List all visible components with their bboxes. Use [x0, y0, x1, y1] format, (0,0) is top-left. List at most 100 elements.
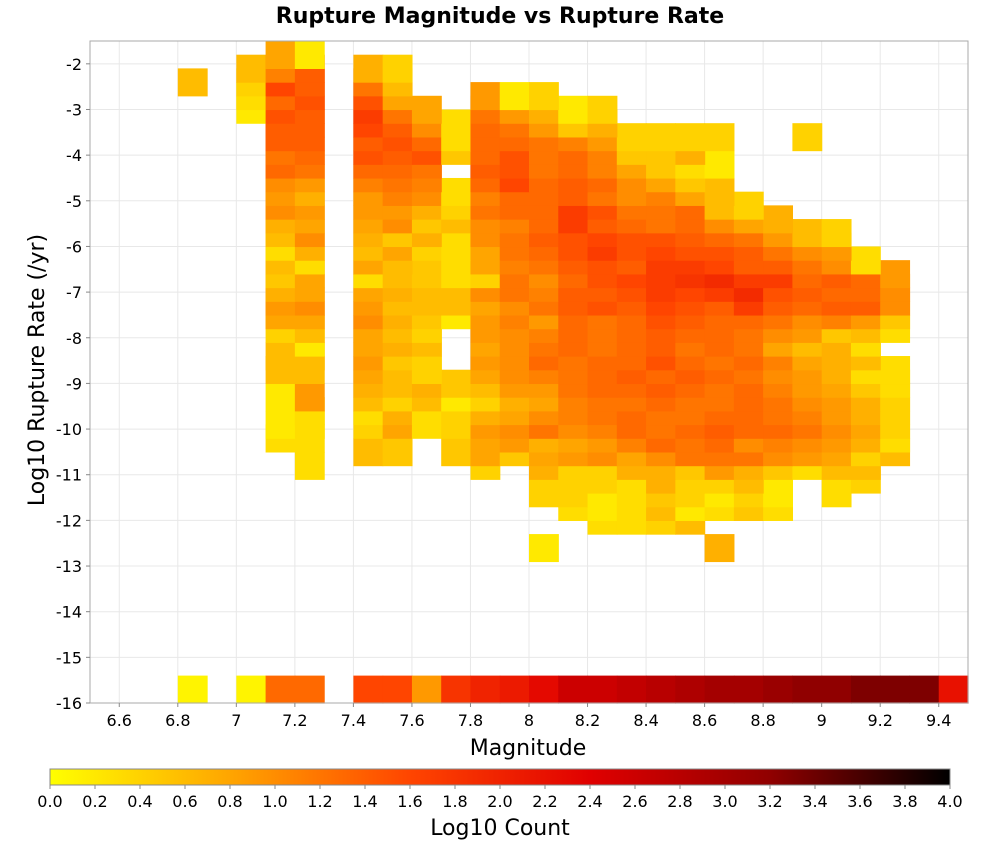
colorbar-tick-label: 1.2	[307, 792, 332, 811]
heatmap-cell	[821, 479, 852, 508]
heatmap-cell	[938, 675, 969, 704]
colorbar-tick-label: 1.0	[262, 792, 287, 811]
heatmap-cell	[646, 675, 676, 704]
heatmap-cell	[821, 675, 852, 704]
colorbar-label: Log10 Count	[430, 816, 570, 841]
colorbar-ticks: 0.0 0.2 0.4 0.6 0.8 1.0 1.2 1.4 1.6 1.8 2.0 2.2 2.4 2…	[37, 785, 963, 811]
heatmap-cell	[587, 95, 618, 124]
heatmap-cell	[499, 675, 530, 704]
y-tick-label: -3	[66, 100, 82, 119]
heatmap-cell	[353, 675, 384, 704]
heatmap-cell	[616, 123, 647, 152]
colorbar-tick-label: 0.6	[172, 792, 197, 811]
heatmap-cell	[880, 675, 911, 704]
colorbar-tick-label: 2.2	[532, 792, 557, 811]
heatmap-cell	[529, 82, 559, 111]
colorbar	[49, 768, 951, 786]
colorbar-tick-label: 2.0	[487, 792, 512, 811]
y-tick-label: -7	[66, 283, 82, 302]
heatmap-cell	[265, 410, 296, 439]
colorbar-tick-label: 0.0	[37, 792, 62, 811]
heatmap-cell	[558, 479, 589, 508]
heatmap-cell	[441, 675, 472, 704]
heatmap-cell	[850, 675, 881, 704]
colorbar-tick-label: 1.6	[397, 792, 422, 811]
heatmap-cell	[616, 675, 647, 704]
heatmap-cell	[411, 675, 442, 704]
y-axis-ticks: -2 -3 -4 -5 -6 -7 -8 -9 -10 -11 -12 -13 -14 -15 -16	[56, 55, 90, 713]
y-tick-label: -6	[66, 237, 82, 256]
heatmap-cell	[265, 41, 296, 69]
x-tick-label: 6.8	[165, 711, 190, 730]
heatmap-cell	[529, 675, 559, 704]
heatmap-cell	[411, 260, 442, 289]
heatmap-cell	[265, 342, 296, 371]
heatmap-cell	[382, 675, 413, 704]
heatmap-cell	[294, 383, 325, 412]
x-tick-label: 8.8	[750, 711, 775, 730]
heatmap-cell	[294, 451, 325, 480]
heatmap-cell	[587, 675, 618, 704]
colorbar-tick-label: 3.8	[892, 792, 917, 811]
colorbar-tick-label: 4.0	[937, 792, 962, 811]
colorbar-tick-label: 0.4	[127, 792, 152, 811]
x-tick-label: 8.4	[633, 711, 658, 730]
y-tick-label: -14	[56, 603, 82, 622]
heatmap-cell	[792, 219, 823, 248]
colorbar-tick-label: 3.2	[757, 792, 782, 811]
heatmap-cell	[499, 82, 530, 111]
heatmap-cell	[821, 219, 852, 248]
y-tick-label: -5	[66, 192, 82, 211]
heatmap-cell	[880, 356, 911, 385]
y-tick-label: -13	[56, 557, 82, 576]
y-tick-label: -4	[66, 146, 82, 165]
heatmap-cell	[558, 675, 589, 704]
y-tick-label: -12	[56, 511, 82, 530]
heatmap-cell	[441, 260, 472, 289]
x-axis-ticks: 6.6 6.8 7 7.2 7.4 7.6 7.8 8 8.2 8.4 8.6 8.8 9 9.2 9.4	[107, 703, 951, 730]
heatmap-cell	[236, 675, 267, 704]
colorbar-tick-label: 0.8	[217, 792, 242, 811]
colorbar-tick-label: 1.8	[442, 792, 467, 811]
colorbar-tick-label: 1.4	[352, 792, 377, 811]
heatmap-cell	[441, 232, 472, 261]
heatmap-cell	[850, 246, 881, 275]
x-tick-label: 9.4	[926, 711, 951, 730]
x-tick-label: 6.6	[107, 711, 132, 730]
heatmap-cell	[529, 534, 559, 563]
heatmap-cell	[704, 123, 735, 152]
heatmap-cell	[763, 205, 793, 234]
y-tick-label: -10	[56, 420, 82, 439]
heatmap-cell	[236, 54, 267, 83]
heatmap-cells	[177, 41, 969, 704]
heatmap-cell	[294, 41, 325, 69]
x-tick-label: 9	[817, 711, 827, 730]
y-axis-label: Log10 Rupture Rate (/yr)	[25, 234, 50, 506]
heatmap-cell	[792, 123, 823, 152]
x-tick-label: 8	[524, 711, 534, 730]
x-tick-label: 7.8	[458, 711, 483, 730]
heatmap-cell	[704, 675, 735, 704]
chart-title: Rupture Magnitude vs Rupture Rate	[276, 4, 724, 29]
heatmap-cell	[646, 123, 676, 152]
heatmap-cell	[177, 68, 208, 97]
heatmap-cell	[441, 369, 472, 398]
heatmap-cell	[382, 438, 413, 467]
heatmap-cell	[792, 675, 823, 704]
heatmap-cell	[733, 191, 764, 220]
heatmap-cell	[441, 177, 472, 206]
heatmap-cell	[382, 54, 413, 83]
y-tick-label: -15	[56, 648, 82, 667]
heatmap-cell	[411, 95, 442, 124]
heatmap-cell	[704, 534, 735, 563]
y-tick-label: -11	[56, 466, 82, 485]
colorbar-tick-label: 3.0	[712, 792, 737, 811]
heatmap-cell	[294, 675, 325, 704]
x-tick-label: 7	[231, 711, 241, 730]
heatmap-cell	[880, 260, 911, 289]
heatmap-cell	[763, 675, 793, 704]
colorbar-tick-label: 2.6	[622, 792, 647, 811]
heatmap-cell	[704, 150, 735, 179]
heatmap-cell	[763, 479, 793, 508]
